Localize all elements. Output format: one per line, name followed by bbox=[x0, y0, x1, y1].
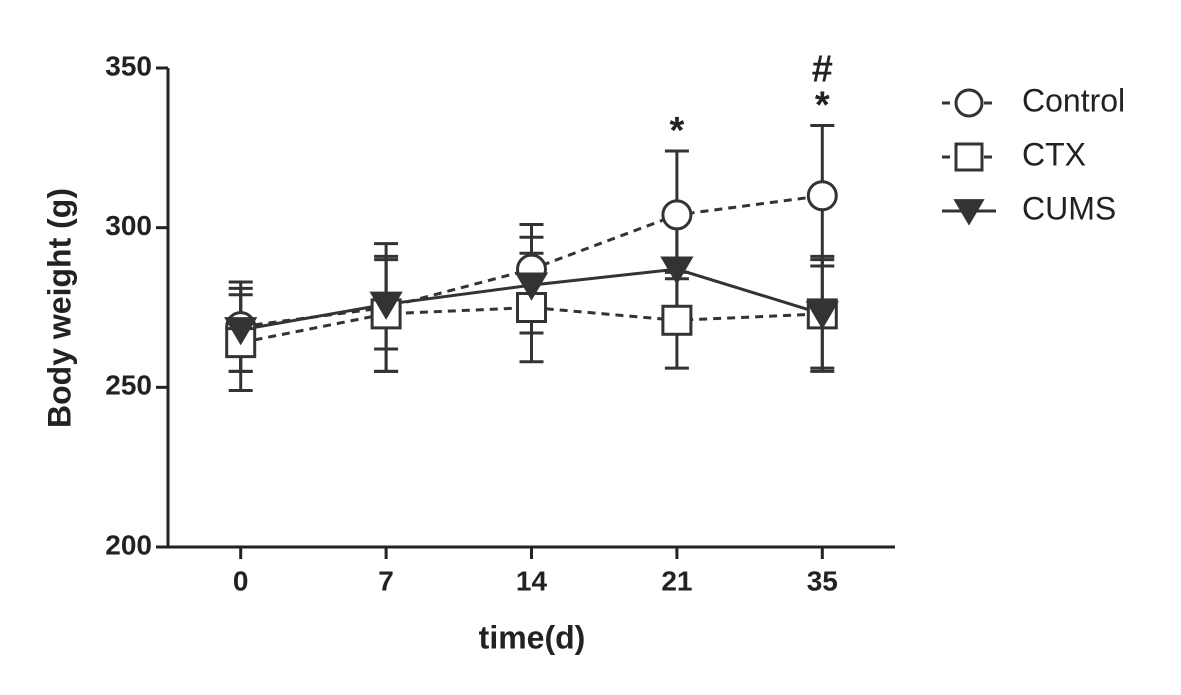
data-point bbox=[805, 301, 839, 330]
legend-label: Control bbox=[1022, 82, 1125, 118]
data-point bbox=[369, 291, 403, 320]
data-point bbox=[661, 304, 693, 336]
data-point bbox=[806, 180, 838, 212]
x-axis-title: time(d) bbox=[479, 619, 586, 655]
y-tick-label: 250 bbox=[105, 370, 152, 401]
data-point bbox=[224, 317, 258, 346]
x-tick-label: 0 bbox=[233, 565, 249, 596]
y-tick-label: 350 bbox=[105, 50, 152, 81]
legend-marker bbox=[953, 199, 985, 226]
legend-marker bbox=[954, 142, 984, 172]
x-tick-label: 14 bbox=[516, 565, 548, 596]
significance-mark: # bbox=[812, 49, 833, 91]
data-point bbox=[661, 199, 693, 231]
series-line bbox=[240, 305, 823, 345]
data-point bbox=[514, 272, 549, 301]
data-point bbox=[660, 256, 694, 285]
y-tick-label: 300 bbox=[105, 210, 152, 241]
significance-mark: * bbox=[815, 85, 830, 127]
x-tick-label: 7 bbox=[378, 565, 394, 596]
legend-label: CTX bbox=[1022, 136, 1086, 172]
y-axis-title: Body weight (g) bbox=[41, 188, 77, 428]
y-tick-label: 200 bbox=[105, 529, 152, 560]
legend-marker bbox=[954, 88, 984, 118]
significance-mark: * bbox=[670, 110, 685, 152]
x-tick-label: 21 bbox=[661, 565, 692, 596]
legend-label: CUMS bbox=[1022, 190, 1116, 226]
x-tick-label: 35 bbox=[807, 565, 838, 596]
